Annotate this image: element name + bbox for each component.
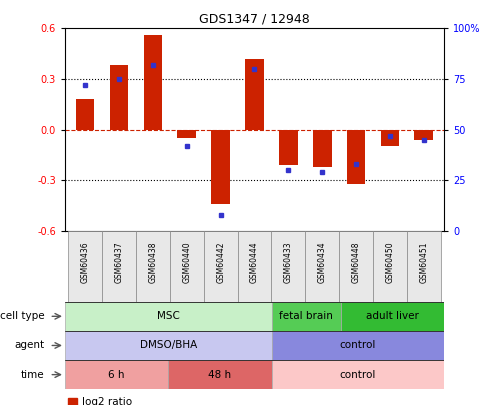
Text: 48 h: 48 h xyxy=(209,370,232,379)
Bar xyxy=(211,130,230,204)
FancyBboxPatch shape xyxy=(271,231,305,302)
Text: GSM60448: GSM60448 xyxy=(352,241,361,283)
Bar xyxy=(178,130,196,138)
Bar xyxy=(347,130,365,183)
Text: GSM60440: GSM60440 xyxy=(182,241,191,283)
Text: GSM60437: GSM60437 xyxy=(115,241,124,283)
FancyBboxPatch shape xyxy=(373,231,407,302)
Text: control: control xyxy=(340,341,376,350)
Bar xyxy=(381,130,399,147)
FancyBboxPatch shape xyxy=(272,331,444,360)
Bar xyxy=(415,130,433,140)
FancyBboxPatch shape xyxy=(68,231,102,302)
FancyBboxPatch shape xyxy=(168,360,272,389)
Bar xyxy=(313,130,331,167)
FancyBboxPatch shape xyxy=(272,302,341,331)
Bar xyxy=(110,66,128,130)
Text: 6 h: 6 h xyxy=(108,370,125,379)
FancyBboxPatch shape xyxy=(341,302,444,331)
Text: adult liver: adult liver xyxy=(366,311,419,321)
Text: GSM60444: GSM60444 xyxy=(250,241,259,283)
FancyBboxPatch shape xyxy=(204,231,238,302)
Title: GDS1347 / 12948: GDS1347 / 12948 xyxy=(199,13,310,26)
Bar xyxy=(68,398,77,405)
Text: MSC: MSC xyxy=(157,311,180,321)
Text: GSM60433: GSM60433 xyxy=(284,241,293,283)
FancyBboxPatch shape xyxy=(305,231,339,302)
Text: time: time xyxy=(20,370,44,379)
FancyBboxPatch shape xyxy=(238,231,271,302)
Text: GSM60436: GSM60436 xyxy=(81,241,90,283)
FancyBboxPatch shape xyxy=(102,231,136,302)
Text: fetal brain: fetal brain xyxy=(279,311,333,321)
FancyBboxPatch shape xyxy=(65,302,272,331)
Text: agent: agent xyxy=(14,341,44,350)
Text: GSM60451: GSM60451 xyxy=(419,241,428,283)
Text: control: control xyxy=(340,370,376,379)
FancyBboxPatch shape xyxy=(170,231,204,302)
Text: GSM60450: GSM60450 xyxy=(385,241,394,283)
Bar xyxy=(76,99,94,130)
Text: GSM60442: GSM60442 xyxy=(216,241,225,283)
Bar xyxy=(144,35,162,130)
FancyBboxPatch shape xyxy=(272,360,444,389)
Bar xyxy=(245,59,264,130)
Text: GSM60434: GSM60434 xyxy=(318,241,327,283)
Text: log2 ratio: log2 ratio xyxy=(82,397,132,405)
Text: cell type: cell type xyxy=(0,311,44,321)
Text: GSM60438: GSM60438 xyxy=(148,241,157,283)
Bar xyxy=(279,130,298,165)
FancyBboxPatch shape xyxy=(339,231,373,302)
Text: DMSO/BHA: DMSO/BHA xyxy=(140,341,197,350)
FancyBboxPatch shape xyxy=(407,231,441,302)
FancyBboxPatch shape xyxy=(65,331,272,360)
FancyBboxPatch shape xyxy=(136,231,170,302)
FancyBboxPatch shape xyxy=(65,360,168,389)
